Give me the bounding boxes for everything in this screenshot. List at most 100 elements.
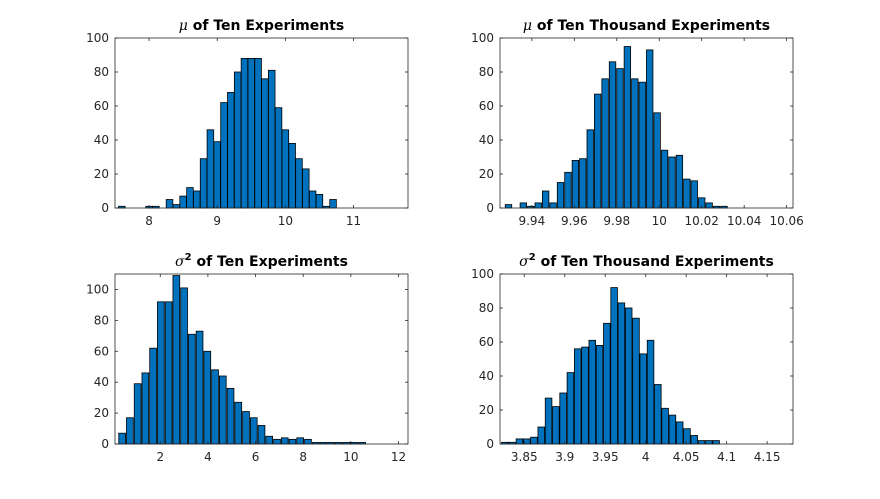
sigma2-ten-x-tick-label: 4 bbox=[204, 450, 212, 464]
sigma2-ten-bar bbox=[141, 372, 150, 445]
mu-ten-thousand-y-tick-label: 0 bbox=[486, 201, 494, 215]
mu-ten-bar bbox=[193, 190, 201, 209]
sigma2-ten-bar bbox=[249, 417, 258, 445]
sigma2-ten-thousand-bar bbox=[544, 397, 553, 445]
mu-ten-y-tick-label: 20 bbox=[94, 167, 109, 181]
mu-ten-thousand-y-tick-label: 100 bbox=[471, 31, 494, 45]
sigma2-ten-thousand-bar bbox=[595, 344, 604, 445]
mu-ten-bar bbox=[233, 71, 242, 209]
mu-ten-bar bbox=[288, 142, 296, 209]
sigma2-ten-x-tick-label: 10 bbox=[343, 450, 358, 464]
sigma2-ten-thousand-bar bbox=[515, 438, 524, 445]
mu-ten-thousand-bar bbox=[549, 202, 557, 209]
sigma2-ten-bar bbox=[118, 432, 126, 445]
sigma2-ten-title: σ2 of Ten Experiments bbox=[175, 252, 348, 270]
sigma2-ten-bar bbox=[195, 330, 204, 445]
sigma2-ten-thousand-bar bbox=[705, 440, 713, 445]
mu-ten-y-tick-label: 40 bbox=[94, 133, 109, 147]
mu-ten-thousand-bar bbox=[556, 182, 565, 209]
sigma2-ten-thousand-x-tick-label: 3.9 bbox=[555, 450, 574, 464]
sigma2-ten-bar bbox=[126, 417, 134, 445]
sigma2-ten-thousand-x-tick-label: 4.15 bbox=[754, 450, 781, 464]
mu-ten-x-tick-label: 9 bbox=[213, 214, 221, 228]
sigma2-ten-thousand-axes-box bbox=[499, 273, 794, 445]
sigma2-ten-thousand-bar bbox=[530, 436, 538, 445]
mu-ten-x-tick-label: 11 bbox=[346, 214, 361, 228]
sigma2-ten-thousand-x-tick-label: 3.85 bbox=[511, 450, 538, 464]
sigma2-ten-thousand-bar bbox=[552, 406, 560, 445]
sigma2-ten-x-tick-label: 2 bbox=[156, 450, 164, 464]
sigma2-ten-y-tick-label: 0 bbox=[101, 437, 109, 451]
mu-ten-axes-box bbox=[114, 37, 409, 209]
sigma2-ten-y-tick-label: 80 bbox=[94, 313, 109, 327]
sigma2-ten-y-tick-label: 60 bbox=[94, 344, 109, 358]
sigma2-ten-thousand-bar bbox=[566, 372, 575, 445]
sigma2-ten-bar bbox=[149, 347, 157, 445]
sigma2-ten-thousand-bar bbox=[646, 339, 655, 445]
mu-ten-title-symbol: μ bbox=[179, 18, 188, 34]
sigma2-ten-thousand-bar bbox=[661, 407, 669, 445]
mu-ten-bar bbox=[254, 58, 262, 209]
sigma2-ten-x-tick-label: 12 bbox=[391, 450, 406, 464]
sigma2-ten-bar bbox=[242, 411, 250, 445]
mu-ten-bar bbox=[213, 141, 221, 209]
sigma2-ten-title-superscript: 2 bbox=[185, 252, 192, 263]
mu-ten-thousand-x-tick-label: 10.06 bbox=[769, 214, 803, 228]
mu-ten-bar bbox=[274, 107, 283, 209]
sigma2-ten-thousand-x-tick-label: 3.95 bbox=[592, 450, 619, 464]
sigma2-ten-thousand-bar bbox=[639, 353, 647, 445]
mu-ten-thousand-title-symbol: μ bbox=[523, 18, 532, 34]
mu-ten-bar bbox=[227, 92, 235, 209]
sigma2-ten-thousand-bar bbox=[588, 339, 596, 445]
mu-ten-thousand-bar bbox=[608, 61, 617, 209]
sigma2-ten-thousand-x-tick-label: 4.1 bbox=[717, 450, 736, 464]
mu-ten-thousand-bar bbox=[571, 159, 580, 209]
mu-ten-thousand-bar bbox=[586, 129, 594, 209]
sigma2-ten-thousand-x-tick-label: 4 bbox=[642, 450, 650, 464]
sigma2-ten-bar bbox=[234, 401, 243, 445]
sigma2-ten-bar bbox=[257, 425, 266, 445]
sigma2-ten-thousand-bar bbox=[712, 440, 720, 445]
mu-ten-thousand-x-tick-label: 9.98 bbox=[603, 214, 630, 228]
mu-ten-title: μ of Ten Experiments bbox=[179, 18, 344, 34]
sigma2-ten-thousand-y-tick-label: 80 bbox=[479, 301, 494, 315]
sigma2-ten-thousand-bar bbox=[559, 392, 567, 445]
sigma2-ten-bar bbox=[164, 301, 173, 445]
sigma2-ten-title-text: of Ten Experiments bbox=[192, 254, 348, 270]
sigma2-ten-thousand-y-tick-label: 60 bbox=[479, 335, 494, 349]
mu-ten-thousand-bar bbox=[534, 202, 542, 209]
mu-ten-thousand-axes-box bbox=[499, 37, 794, 209]
sigma2-ten-x-tick-label: 6 bbox=[252, 450, 260, 464]
mu-ten-thousand-bar bbox=[646, 49, 654, 209]
sigma2-ten-bar bbox=[172, 275, 181, 445]
sigma2-ten-thousand-bar bbox=[683, 428, 691, 445]
mu-ten-bar bbox=[329, 199, 337, 209]
mu-ten-y-tick-label: 80 bbox=[94, 65, 109, 79]
mu-ten-bar bbox=[186, 187, 194, 209]
mu-ten-thousand-bar bbox=[564, 171, 572, 209]
mu-ten-thousand-bar bbox=[542, 190, 550, 209]
sigma2-ten-thousand-bar bbox=[624, 307, 633, 445]
mu-ten-thousand-y-tick-label: 80 bbox=[479, 65, 494, 79]
sigma2-ten-thousand-bar bbox=[632, 317, 640, 445]
mu-ten-bar bbox=[247, 58, 255, 209]
mu-ten-thousand-bar bbox=[653, 112, 661, 209]
mu-ten-thousand-y-tick-label: 20 bbox=[479, 167, 494, 181]
mu-ten-thousand-bar bbox=[683, 178, 691, 209]
mu-ten-y-tick-label: 0 bbox=[101, 201, 109, 215]
mu-ten-thousand-y-tick-label: 60 bbox=[479, 99, 494, 113]
mu-ten-bar bbox=[295, 158, 303, 209]
sigma2-ten-thousand-experiments-plot: 3.85 3.9 3.95 4 4.05 4.1 4.15 0 20 40 60 80 100 σ2 of… bbox=[471, 252, 794, 464]
sigma2-ten-thousand-bar bbox=[675, 421, 684, 445]
sigma2-ten-thousand-y-tick-label: 100 bbox=[471, 267, 494, 281]
mu-ten-thousand-title: μ of Ten Thousand Experiments bbox=[523, 18, 770, 34]
sigma2-ten-thousand-bar bbox=[603, 322, 611, 445]
mu-ten-bar bbox=[308, 190, 317, 209]
mu-ten-bar bbox=[281, 129, 290, 209]
sigma2-ten-thousand-title-superscript: 2 bbox=[529, 252, 536, 263]
mu-ten-thousand-bar bbox=[601, 78, 609, 209]
mu-ten-bar bbox=[315, 193, 324, 209]
sigma2-ten-thousand-bar bbox=[537, 426, 546, 445]
sigma2-ten-title-symbol: σ bbox=[175, 254, 185, 270]
